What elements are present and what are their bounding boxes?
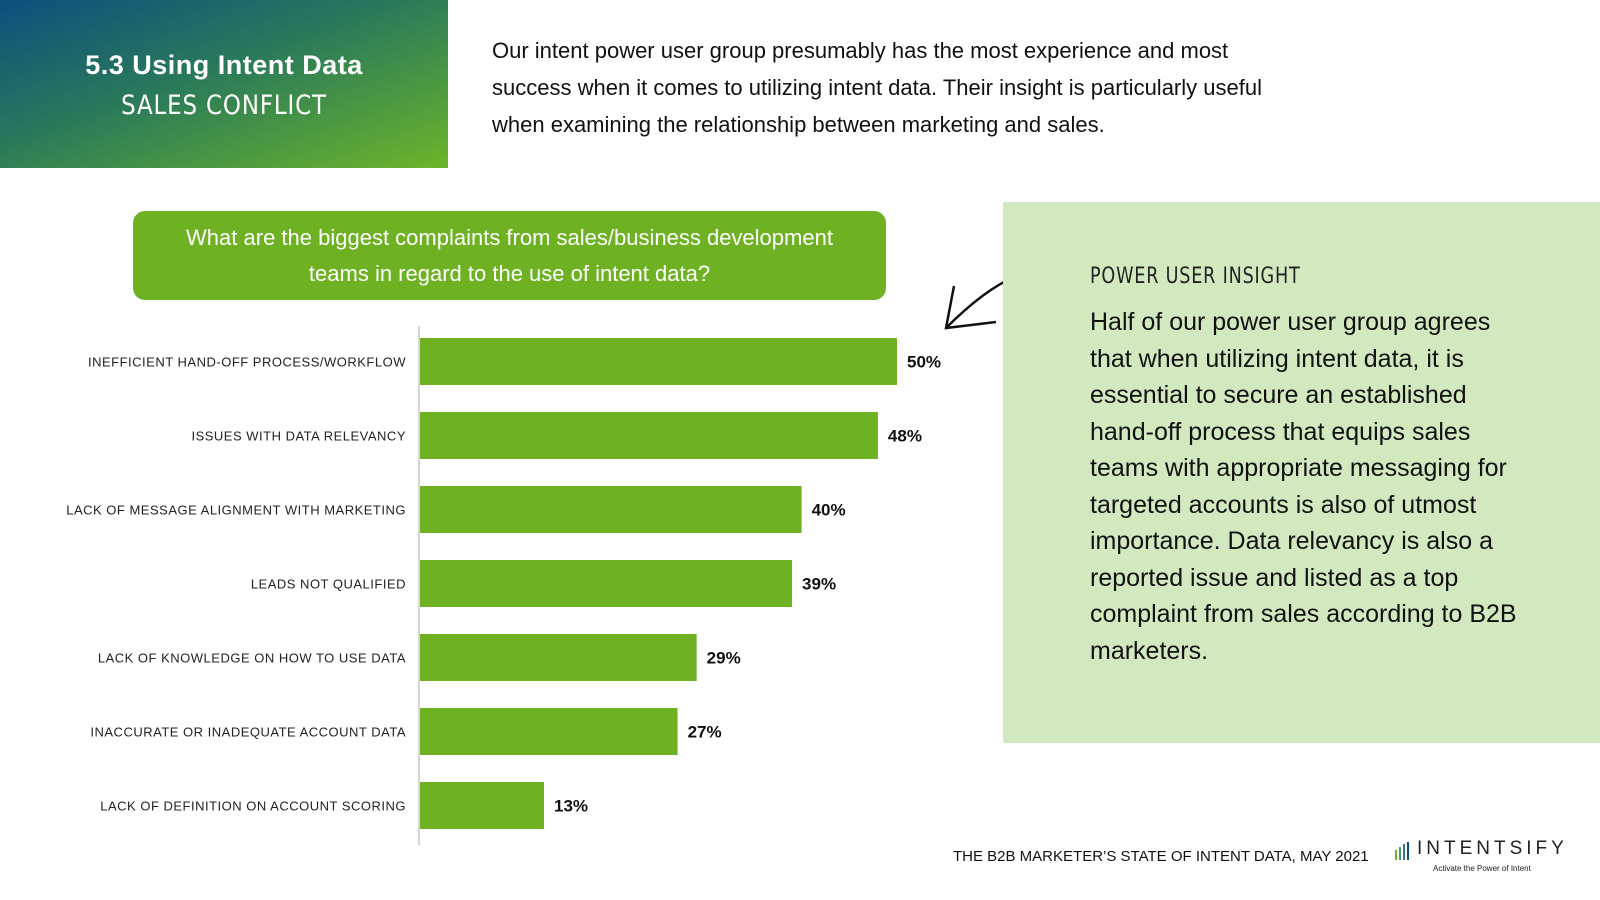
bar — [420, 486, 802, 533]
bar-chart: INEFFICIENT HAND-OFF PROCESS/WORKFLOW 50%… — [66, 326, 941, 845]
question-box: What are the biggest complaints from sal… — [133, 211, 886, 300]
question-text: What are the biggest complaints from sal… — [186, 224, 833, 286]
section-header: 5.3 Using Intent Data SALES CONFLICT — [0, 0, 448, 168]
intro-text: Our intent power user group presumably h… — [492, 38, 1262, 137]
logo-name: INTENTSIFY — [1417, 838, 1568, 859]
category-label: LACK OF MESSAGE ALIGNMENT WITH MARKETING — [66, 503, 406, 518]
insight-body: Half of our power user group agrees that… — [1090, 308, 1517, 665]
bar — [420, 338, 897, 385]
insight-panel: POWER USER INSIGHT Half of our power use… — [1003, 202, 1600, 743]
bar — [420, 708, 678, 755]
section-title: 5.3 Using Intent Data — [85, 50, 363, 80]
section-subtitle: SALES CONFLICT — [121, 90, 327, 121]
category-label: LACK OF KNOWLEDGE ON HOW TO USE DATA — [98, 651, 406, 666]
data-label: 29% — [707, 649, 741, 668]
logo-bars-icon — [1395, 842, 1409, 860]
bar — [420, 782, 545, 829]
logo-tagline: Activate the Power of Intent — [1433, 864, 1531, 873]
category-label: INACCURATE OR INADEQUATE ACCOUNT DATA — [90, 725, 406, 740]
bar — [420, 634, 697, 681]
category-label: INEFFICIENT HAND-OFF PROCESS/WORKFLOW — [88, 355, 406, 370]
data-label: 39% — [802, 575, 836, 594]
insight-title: POWER USER INSIGHT — [1090, 264, 1301, 289]
category-label: LEADS NOT QUALIFIED — [251, 577, 406, 592]
data-label: 27% — [688, 723, 722, 742]
category-label: LACK OF DEFINITION ON ACCOUNT SCORING — [100, 799, 406, 814]
data-label: 13% — [554, 797, 588, 816]
data-label: 48% — [888, 427, 922, 446]
data-label: 40% — [812, 501, 846, 520]
bar — [420, 560, 793, 607]
footer-source: THE B2B MARKETER’S STATE OF INTENT DATA,… — [953, 848, 1369, 865]
data-label: 50% — [907, 353, 941, 372]
category-label: ISSUES WITH DATA RELEVANCY — [191, 429, 406, 444]
bar — [420, 412, 878, 459]
